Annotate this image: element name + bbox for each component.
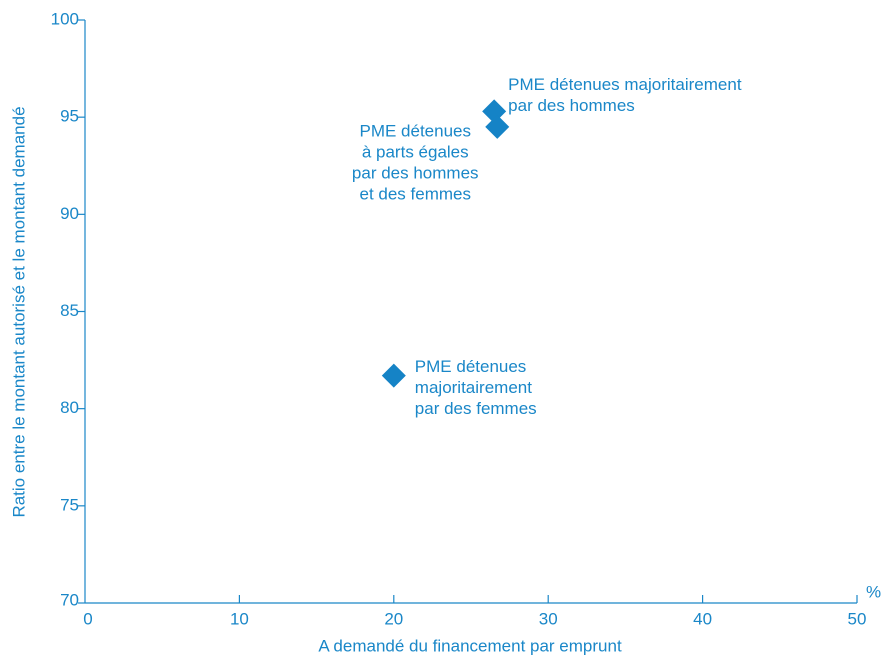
point-label: majoritairement [415, 378, 532, 397]
x-tick-label: 30 [539, 609, 558, 628]
point-label: PME détenues [415, 357, 527, 376]
y-tick-label: 75 [60, 495, 79, 514]
point-label: par des hommes [352, 163, 479, 182]
x-axis-title: A demandé du financement par emprunt [318, 636, 622, 655]
y-tick-label: 90 [60, 204, 79, 223]
point-label: par des hommes [508, 96, 635, 115]
point-label: PME détenues majoritairement [508, 75, 742, 94]
y-tick-label: 95 [60, 107, 79, 126]
point [482, 99, 507, 124]
point-label: PME détenues [359, 121, 471, 140]
y-tick-label: 85 [60, 301, 79, 320]
point [381, 363, 406, 388]
y-axis-title: Ratio entre le montant autorisé et le mo… [9, 106, 28, 517]
x-tick-label: 0 [83, 609, 92, 628]
x-tick-label: 40 [693, 609, 712, 628]
y-tick-label: 100 [51, 9, 79, 28]
point-label: et des femmes [359, 184, 471, 203]
point [485, 114, 510, 139]
point-label: par des femmes [415, 399, 537, 418]
x-tick-label: 20 [384, 609, 403, 628]
x-tick-label: 50 [848, 609, 867, 628]
y-tick-label: 80 [60, 398, 79, 417]
y-tick-label: 70 [60, 590, 79, 609]
point-label: à parts égales [362, 142, 469, 161]
x-tick-label: 10 [230, 609, 249, 628]
x-unit: % [866, 582, 881, 601]
